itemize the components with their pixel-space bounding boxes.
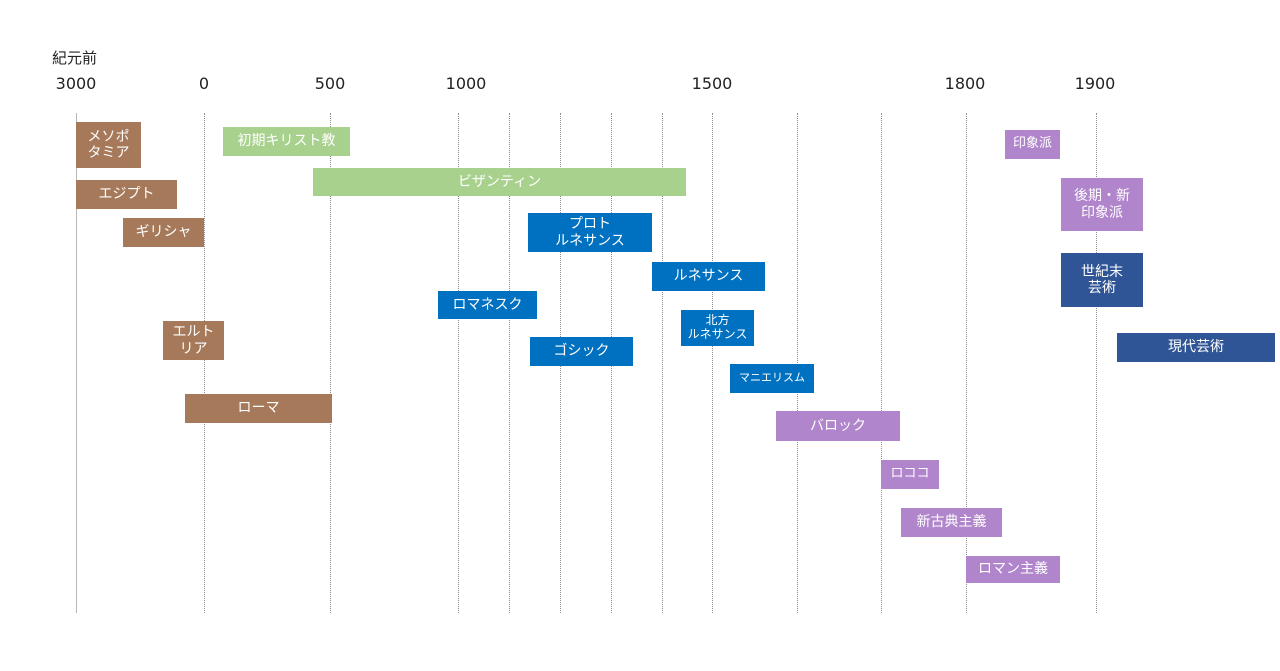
period-label: 世紀末 芸術: [1081, 263, 1123, 296]
period-mannerism: マニエリスム: [730, 364, 814, 393]
period-label: 現代芸術: [1168, 339, 1224, 356]
period-mesopotamia: メソポ タミア: [76, 122, 141, 168]
bc-era-caption: 紀元前: [52, 49, 98, 67]
period-proto-renaissance: プロト ルネサンス: [528, 213, 652, 252]
period-romanticism: ロマン主義: [966, 556, 1060, 583]
period-early-christian: 初期キリスト教: [223, 127, 350, 156]
gridline: [509, 113, 510, 613]
gridline: [1096, 113, 1097, 613]
period-northern-renaissance: 北方 ルネサンス: [681, 310, 754, 346]
period-etruria: エルト リア: [163, 321, 224, 360]
axis-tick-label: 0: [198, 74, 210, 93]
period-post-neo-impressionism: 後期・新 印象派: [1061, 178, 1143, 231]
period-label: エルト リア: [172, 324, 215, 357]
axis-tick-label: 500: [314, 74, 346, 93]
period-label: ロマネスク: [452, 296, 523, 313]
period-rococo: ロココ: [881, 460, 939, 489]
period-label: ゴシック: [553, 343, 610, 360]
period-label: 新古典主義: [916, 514, 987, 531]
period-neoclassicism: 新古典主義: [901, 508, 1002, 537]
axis-tick-label: 1800: [944, 74, 986, 93]
period-label: ビザンティン: [457, 173, 542, 190]
period-egypt: エジプト: [76, 180, 177, 209]
period-label: ギリシャ: [135, 224, 192, 241]
period-label: 後期・新 印象派: [1074, 188, 1130, 221]
period-greece: ギリシャ: [123, 218, 204, 247]
gridline: [330, 113, 331, 613]
period-label: ルネサンス: [673, 268, 744, 285]
gridline: [881, 113, 882, 613]
period-romanesque: ロマネスク: [438, 291, 537, 319]
period-label: 北方 ルネサンス: [687, 313, 748, 341]
period-label: メソポ タミア: [87, 128, 130, 161]
gridline: [966, 113, 967, 613]
axis-tick-label: 1500: [691, 74, 733, 93]
gridline: [458, 113, 459, 613]
period-rome: ローマ: [185, 394, 332, 423]
period-label: ローマ: [237, 400, 280, 417]
period-baroque: バロック: [776, 411, 900, 441]
period-label: 初期キリスト教: [237, 133, 336, 150]
period-label: ロマン主義: [978, 561, 1048, 578]
gridline: [797, 113, 798, 613]
period-label: マニエリスム: [739, 371, 805, 385]
period-renaissance: ルネサンス: [652, 262, 765, 291]
period-label: エジプト: [98, 186, 155, 203]
period-impressionism: 印象派: [1005, 130, 1060, 159]
axis-tick-label: 3000: [55, 74, 97, 93]
period-byzantine: ビザンティン: [313, 168, 686, 196]
axis-tick-label: 1900: [1074, 74, 1116, 93]
gridline: [712, 113, 713, 613]
gridline: [662, 113, 663, 613]
period-gothic: ゴシック: [530, 337, 633, 366]
period-label: バロック: [810, 417, 866, 434]
gridline: [204, 113, 205, 613]
gridline: [76, 113, 77, 613]
period-label: プロト ルネサンス: [555, 216, 625, 249]
axis-tick-label: 1000: [445, 74, 487, 93]
period-label: ロココ: [890, 466, 930, 482]
period-label: 印象派: [1012, 136, 1052, 152]
period-fin-de-siecle-art: 世紀末 芸術: [1061, 253, 1143, 307]
period-modern-art: 現代芸術: [1117, 333, 1275, 362]
